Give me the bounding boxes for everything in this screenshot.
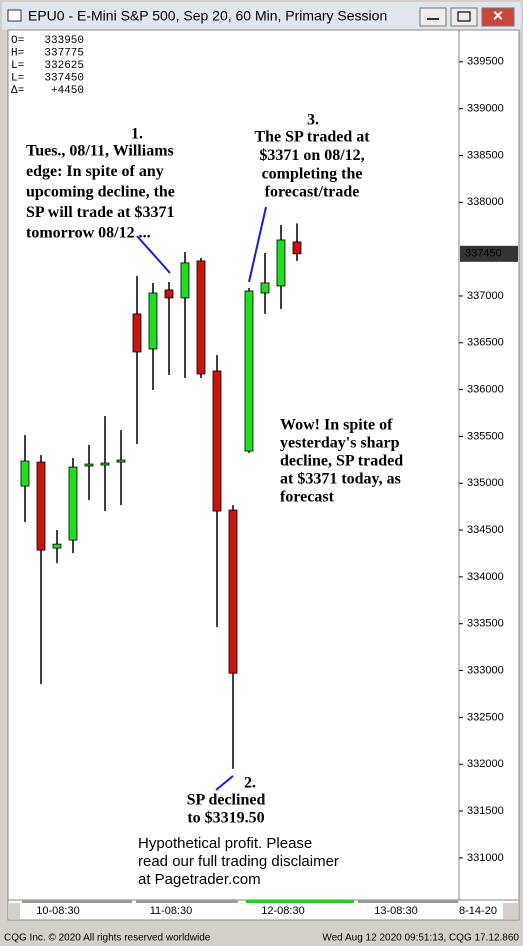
candle-body xyxy=(52,543,62,549)
y-tick-label: 332000 xyxy=(467,758,504,770)
readout-value: +4450 xyxy=(51,85,84,97)
annotation-line: Tues., 08/11, Williams xyxy=(26,143,174,160)
price-axis xyxy=(458,29,520,901)
x-tick-label: 11-08:30 xyxy=(150,905,193,917)
y-tick-label: 332500 xyxy=(467,711,504,723)
annotation-line: upcoming decline, the xyxy=(26,184,175,201)
candle-body xyxy=(36,461,46,551)
y-tick-label: 338500 xyxy=(467,149,504,161)
y-tick-label: 335500 xyxy=(467,430,504,442)
arrow xyxy=(136,235,171,274)
candle-body xyxy=(180,262,190,299)
y-tick-label: 337000 xyxy=(467,290,504,302)
highlight-line: decline, SP traded xyxy=(280,453,403,470)
x-tick-label: 13-08:30 xyxy=(374,905,417,917)
readout-label: Δ= xyxy=(11,85,24,97)
candle-body xyxy=(260,282,270,294)
candle-body xyxy=(68,466,78,541)
arrow xyxy=(248,206,267,283)
candle-body xyxy=(84,463,94,467)
maximize-button[interactable] xyxy=(450,7,478,27)
y-tick-label: 339500 xyxy=(467,56,504,68)
readout-value: 337450 xyxy=(44,72,84,84)
readout-value: 332625 xyxy=(44,60,84,72)
candle-body xyxy=(292,241,302,255)
annotation-line: edge: In spite of any xyxy=(26,163,164,180)
x-tick-label: 12-08:30 xyxy=(261,905,304,917)
maximize-icon xyxy=(457,11,471,22)
annotation-number: 1. xyxy=(131,126,143,143)
session-strip xyxy=(246,900,354,903)
minimize-button[interactable] xyxy=(419,7,447,27)
status-left: CQG Inc. © 2020 All rights reserved worl… xyxy=(4,933,211,944)
readout-label: H= xyxy=(11,47,24,59)
y-tick-label: 334500 xyxy=(467,524,504,536)
annotation-line: to $3319.50 xyxy=(187,810,264,827)
y-tick-label: 331000 xyxy=(467,852,504,864)
y-tick-label: 333500 xyxy=(467,618,504,630)
annotation-line: SP declined xyxy=(187,792,266,809)
disclaimer-line: at Pagetrader.com xyxy=(138,871,261,888)
annotation-line: $3371 on 08/12, xyxy=(259,147,364,164)
highlight-line: Wow! In spite of xyxy=(280,417,393,434)
highlight-line: yesterday's sharp xyxy=(280,435,400,452)
y-tick-label: 336000 xyxy=(467,384,504,396)
annotation-line: The SP traded at xyxy=(254,129,370,146)
readout-label: L= xyxy=(11,60,24,72)
candle-body xyxy=(228,509,238,674)
x-tick-label: 8-14-20 xyxy=(459,905,497,917)
annotation-number: 3. xyxy=(307,112,319,129)
window-title: EPU0 - E-Mini S&P 500, Sep 20, 60 Min, P… xyxy=(28,8,387,24)
session-strip xyxy=(136,900,238,903)
readout-value: 333950 xyxy=(44,35,84,47)
scroll-left[interactable] xyxy=(8,903,20,919)
annotation-line: completing the xyxy=(262,165,363,182)
candle-body xyxy=(164,289,174,299)
window-icon xyxy=(7,9,22,22)
disclaimer-line: read our full trading disclaimer xyxy=(138,853,339,870)
y-tick-label: 334000 xyxy=(467,571,504,583)
y-tick-label: 338000 xyxy=(467,196,504,208)
disclaimer-line: Hypothetical profit. Please xyxy=(138,835,312,852)
y-tick-label: 339000 xyxy=(467,103,504,115)
status-right: Wed Aug 12 2020 09:51:13, CQG 17.12.860 xyxy=(322,933,519,944)
annotation-number: 2. xyxy=(244,775,256,792)
readout-label: L= xyxy=(11,72,24,84)
close-button[interactable] xyxy=(481,7,515,27)
annotation-line: tomorrow 08/12 ... xyxy=(26,225,151,242)
candle-body xyxy=(196,260,206,375)
session-strip xyxy=(22,900,132,903)
candle-body xyxy=(132,313,142,353)
last-price-box xyxy=(460,245,518,262)
y-tick-label: 333000 xyxy=(467,664,504,676)
y-tick-label: 336500 xyxy=(467,337,504,349)
annotation-line: forecast/trade xyxy=(265,184,360,201)
candle-body xyxy=(276,239,286,287)
x-tick-label: 10-08:30 xyxy=(36,905,79,917)
annotation-line: SP will trade at $3371 xyxy=(26,204,174,221)
y-tick-label: 331500 xyxy=(467,805,504,817)
candle-body xyxy=(148,292,158,350)
candle-body xyxy=(100,462,110,466)
candle-body xyxy=(244,290,254,452)
close-icon: ✕ xyxy=(492,8,504,24)
y-tick-label: 335000 xyxy=(467,477,504,489)
readout-value: 337775 xyxy=(44,47,84,59)
last-price-label: 337450 xyxy=(465,248,502,260)
readout-label: O= xyxy=(11,35,24,47)
highlight-line: forecast xyxy=(280,489,335,506)
arrow xyxy=(215,775,234,791)
scroll-right[interactable] xyxy=(503,903,518,919)
status-bar xyxy=(0,927,523,946)
candle-body xyxy=(212,370,222,512)
candle-body xyxy=(116,459,126,463)
highlight-line: at $3371 today, as xyxy=(280,471,401,488)
session-strip xyxy=(358,900,458,903)
candle-body xyxy=(20,460,30,487)
